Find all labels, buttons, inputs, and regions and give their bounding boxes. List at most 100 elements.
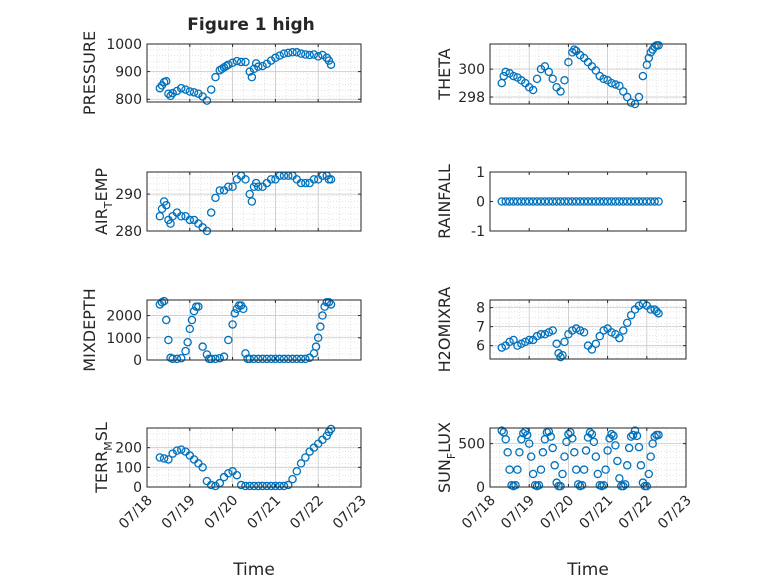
panel-h2omixra: 6 7 8 H2OMIXRA: [435, 287, 687, 372]
data-point: [552, 339, 561, 349]
data-point: [607, 429, 616, 439]
data-point: [183, 337, 192, 347]
data-point: [166, 219, 175, 228]
data-point: [548, 74, 557, 84]
data-point: [599, 74, 608, 84]
data-point: [206, 480, 216, 490]
data-point: [536, 465, 546, 474]
data-point: [185, 215, 195, 225]
data-point: [266, 354, 276, 364]
data-point: [570, 448, 579, 457]
data-point: [615, 333, 624, 343]
data-point: [232, 56, 242, 66]
ytick-label: 100: [115, 460, 142, 476]
data-point: [505, 337, 514, 347]
data-point: [599, 326, 608, 335]
xtick-label: 07/23: [655, 493, 695, 533]
data-point: [318, 311, 327, 320]
data-point: [581, 446, 591, 455]
ytick-label: 1: [476, 165, 485, 181]
data-point: [232, 470, 242, 480]
data-point: [247, 197, 257, 206]
y-axis-label: THETA: [435, 48, 454, 100]
data-point: [275, 51, 284, 60]
data-point: [311, 342, 321, 351]
data-point: [501, 67, 510, 77]
data-point: [324, 297, 334, 307]
data-point: [296, 49, 306, 58]
data-point: [528, 85, 538, 95]
data-point: [591, 66, 601, 75]
data-point: [544, 328, 554, 337]
data-point: [288, 354, 297, 364]
data-point: [275, 481, 284, 491]
data-point: [221, 61, 231, 71]
ytick-label: 280: [115, 224, 142, 240]
data-point: [181, 346, 190, 356]
panel-rainfall: -1 0 1 RAINFALL: [435, 164, 687, 240]
data-point: [215, 65, 225, 75]
data-point: [168, 354, 177, 364]
data-point: [630, 426, 640, 435]
data-point: [517, 339, 526, 349]
data-point: [301, 453, 310, 462]
ytick-label: 900: [115, 65, 142, 81]
data-point: [219, 63, 229, 72]
y-axis-label: AIRTEMP: [92, 168, 115, 235]
data-point: [546, 432, 556, 441]
data-point: [162, 77, 171, 86]
data-point: [573, 480, 583, 489]
data-point: [326, 424, 336, 434]
data-point: [558, 469, 567, 479]
data-point: [249, 354, 259, 364]
data-point: [524, 335, 534, 345]
data-point: [159, 296, 169, 306]
data-point: [326, 60, 336, 69]
panel-pressure: 800 900 1000 PRESSURE: [80, 31, 362, 115]
data-point: [519, 428, 528, 438]
series-rainfall: [497, 197, 663, 206]
data-point: [509, 335, 518, 345]
data-point: [611, 80, 620, 89]
data-point: [236, 480, 246, 490]
data-point: [301, 50, 310, 59]
ytick-label: 0: [133, 480, 142, 496]
y-axis-label: RAINFALL: [435, 164, 454, 239]
data-point: [172, 86, 182, 96]
data-point: [155, 211, 165, 221]
axes-box: [146, 43, 362, 103]
data-point: [211, 72, 220, 82]
ytick-label: 0: [133, 353, 142, 369]
data-point: [211, 193, 220, 203]
data-point: [536, 330, 546, 339]
data-point: [292, 467, 302, 476]
series-theta: [497, 41, 663, 109]
x-axis-label: Time: [566, 560, 609, 580]
data-point: [624, 443, 634, 453]
data-point: [654, 41, 663, 50]
data-point: [550, 461, 559, 470]
data-point: [247, 72, 257, 82]
data-point: [279, 49, 289, 58]
axes-box: [146, 171, 362, 232]
data-point: [245, 354, 254, 364]
data-point: [316, 322, 325, 331]
xtick-label: 07/19: [159, 493, 199, 533]
data-point: [593, 469, 603, 479]
data-point: [534, 481, 544, 490]
data-point: [271, 354, 280, 364]
data-point: [245, 189, 254, 199]
y-axis-label: PRESSURE: [80, 31, 99, 115]
data-point: [570, 45, 579, 54]
data-point: [619, 481, 628, 491]
data-point: [241, 349, 250, 358]
data-point: [511, 481, 520, 490]
data-point: [189, 88, 199, 97]
xtick-label: 07/22: [616, 493, 656, 533]
data-point: [224, 335, 233, 345]
data-point: [607, 78, 616, 88]
data-point: [615, 81, 624, 91]
